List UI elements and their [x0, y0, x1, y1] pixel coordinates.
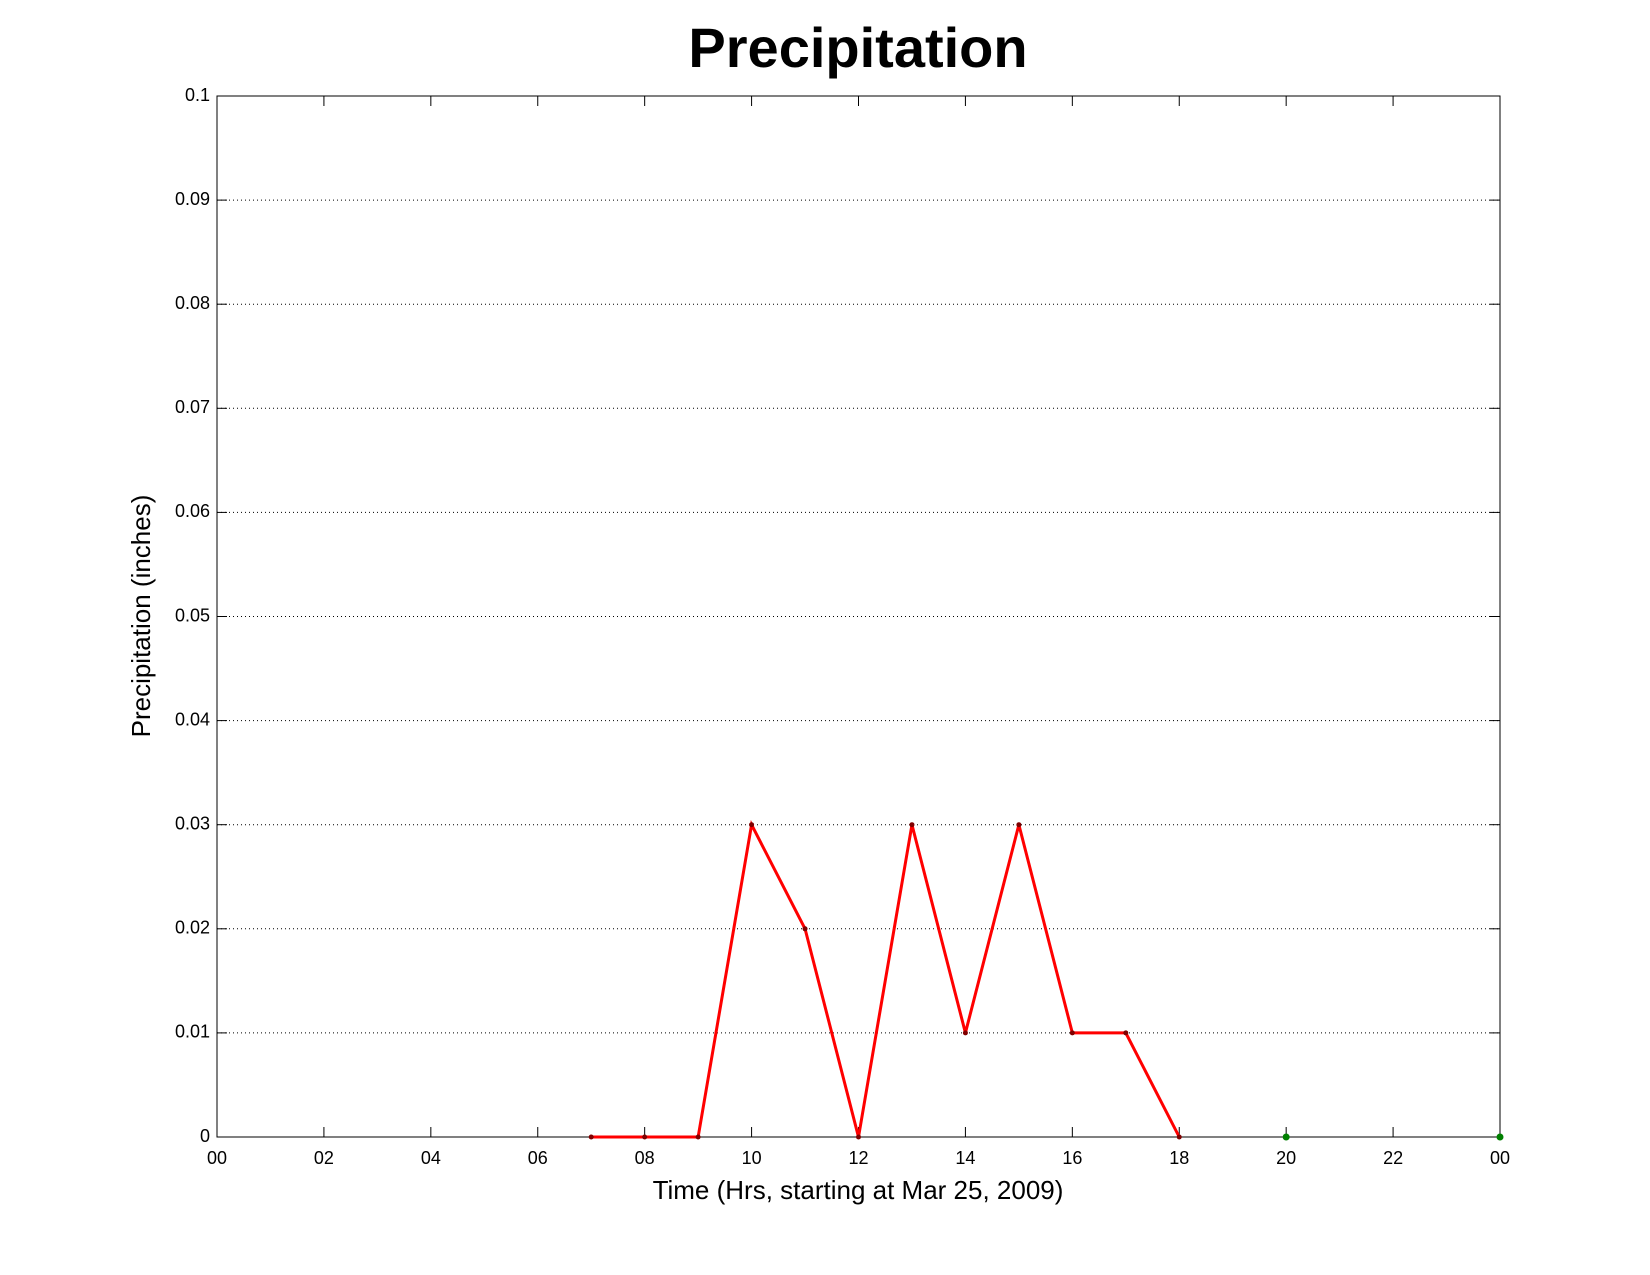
y-axis-label: Precipitation (inches): [126, 495, 156, 738]
y-tick-label: 0.03: [175, 813, 210, 833]
x-tick-label: 20: [1276, 1148, 1296, 1168]
y-tick-label: 0.09: [175, 189, 210, 209]
y-tick-label: 0.01: [175, 1022, 210, 1042]
y-tick-label: 0.08: [175, 293, 210, 313]
x-tick-label: 14: [955, 1148, 975, 1168]
data-line: [591, 820, 1181, 1139]
data-point: [749, 822, 755, 828]
x-tick-label: 16: [1062, 1148, 1082, 1168]
data-point: [1016, 822, 1022, 828]
data-point: [1496, 1133, 1504, 1141]
y-tick-label: 0.04: [175, 709, 210, 729]
data-point: [1176, 1134, 1182, 1140]
x-tick-label: 02: [314, 1148, 334, 1168]
x-tick-label: 00: [1490, 1148, 1510, 1168]
data-point: [1069, 1030, 1075, 1036]
data-point: [856, 1134, 861, 1140]
x-tick-label: 00: [207, 1148, 227, 1168]
data-point: [642, 1134, 648, 1140]
data-point: [1123, 1030, 1129, 1036]
x-tick-label: 22: [1383, 1148, 1403, 1168]
y-tick-label: 0.06: [175, 501, 210, 521]
x-tick-label: 08: [635, 1148, 655, 1168]
y-tick-label: 0.07: [175, 397, 210, 417]
data-point: [588, 1134, 594, 1140]
x-tick-label: 18: [1169, 1148, 1189, 1168]
x-tick-label: 06: [528, 1148, 548, 1168]
data-point: [1282, 1133, 1290, 1141]
x-tick-label: 04: [421, 1148, 441, 1168]
chart-title: Precipitation: [688, 16, 1027, 79]
data-point: [909, 822, 915, 828]
x-tick-label: 10: [742, 1148, 762, 1168]
y-tick-label: 0.05: [175, 605, 210, 625]
data-point: [695, 1134, 701, 1140]
data-point: [962, 1030, 968, 1036]
y-tick-label: 0.1: [185, 85, 210, 105]
y-tick-label: 0.02: [175, 918, 210, 938]
y-tick-label: 0: [200, 1126, 210, 1146]
x-axis-label: Time (Hrs, starting at Mar 25, 2009): [653, 1175, 1064, 1205]
data-point: [802, 926, 808, 932]
x-tick-label: 12: [848, 1148, 868, 1168]
